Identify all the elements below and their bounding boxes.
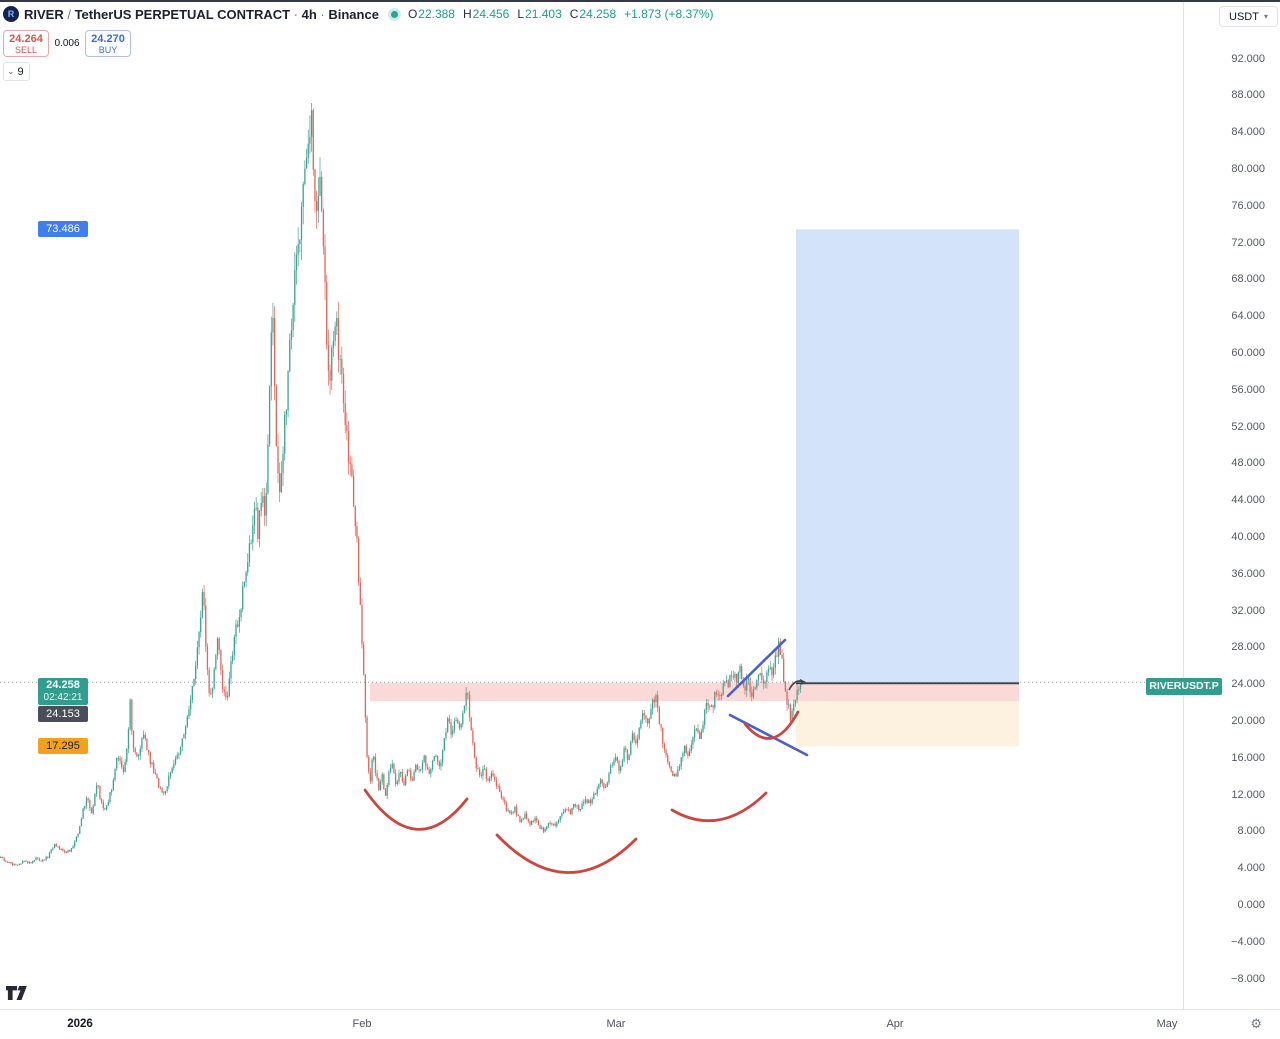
price-tick-label: 12.000 — [1231, 788, 1265, 801]
buy-button[interactable]: 24.270 BUY — [85, 30, 131, 57]
price-tick-label: 88.000 — [1231, 89, 1265, 102]
trendline-1[interactable] — [726, 638, 787, 698]
price-tick-label: 32.000 — [1231, 604, 1265, 617]
price-tick-label: 36.000 — [1231, 567, 1265, 580]
candles — [0, 103, 802, 866]
price-tick-label: 0.000 — [1237, 898, 1265, 911]
target-zone-box[interactable] — [796, 229, 1019, 684]
symbol-name[interactable]: RIVER — [24, 6, 64, 22]
entry-price-label: 24.153 — [38, 706, 88, 723]
sell-button[interactable]: 24.264 SELL — [3, 30, 49, 57]
price-tick-label: 64.000 — [1231, 310, 1265, 323]
price-tick-label: 92.000 — [1231, 52, 1265, 65]
resistance-zone[interactable] — [370, 682, 1019, 702]
low-value: 21.403 — [525, 7, 562, 21]
price-tick-label: 40.000 — [1231, 530, 1265, 543]
price-tick-label: 68.000 — [1231, 273, 1265, 286]
price-tick-label: 16.000 — [1231, 751, 1265, 764]
target-price-label: 73.486 — [38, 221, 88, 238]
price-tick-label: 20.000 — [1231, 714, 1265, 727]
trade-panel: 24.264 SELL 0.006 24.270 BUY — [3, 30, 131, 57]
symbol-logo-icon[interactable]: R — [3, 6, 19, 22]
price-tick-label: −8.000 — [1231, 972, 1265, 985]
price-tick-label: 56.000 — [1231, 383, 1265, 396]
candlestick-chart[interactable] — [0, 2, 1183, 1009]
exchange-label[interactable]: Binance — [328, 6, 379, 22]
ohlc-readout: O 22.388 H 24.456 L 21.403 C 24.258 +1.873 (… — [407, 7, 714, 21]
object-tree-toggle[interactable]: ⌄ 9 — [3, 62, 30, 81]
timezone-settings-icon[interactable]: ⚙ — [1250, 1016, 1262, 1031]
close-value: 24.258 — [579, 7, 617, 21]
time-tick-month: May — [1156, 1018, 1178, 1030]
arc-annotation-4[interactable] — [743, 710, 800, 740]
time-tick-year: 2026 — [67, 1018, 93, 1030]
arc-annotation-1[interactable] — [363, 788, 469, 831]
time-tick-month: Feb — [352, 1018, 372, 1030]
price-tick-label: 44.000 — [1231, 494, 1265, 507]
price-tick-label: 76.000 — [1231, 199, 1265, 212]
price-tick-label: 8.000 — [1237, 825, 1265, 838]
market-status-icon[interactable] — [390, 10, 398, 18]
object-tree-count: 9 — [17, 65, 24, 78]
open-value: 22.388 — [418, 7, 455, 21]
last-price-label: 24.258 02:42:21 — [38, 678, 88, 706]
time-axis[interactable]: ⚙ 2026 Feb Mar Apr May — [0, 1009, 1280, 1039]
symbol-header: R RIVER / TetherUS PERPETUAL CONTRACT · … — [0, 2, 714, 26]
price-tick-label: 24.000 — [1231, 678, 1265, 691]
chart-canvas[interactable] — [0, 2, 1183, 1009]
bar-countdown: 02:42:21 — [43, 692, 83, 704]
price-tick-label: 52.000 — [1231, 420, 1265, 433]
price-tick-label: 28.000 — [1231, 641, 1265, 654]
price-tick-label: 72.000 — [1231, 236, 1265, 249]
symbol-description[interactable]: TetherUS PERPETUAL CONTRACT — [74, 6, 291, 22]
spread-value: 0.006 — [54, 38, 80, 49]
change-value: +1.873 (+8.37%) — [624, 7, 714, 21]
arc-annotation-2[interactable] — [495, 833, 638, 874]
price-tick-label: 60.000 — [1231, 346, 1265, 359]
price-axis[interactable]: 92.000 88.000 84.000 80.000 76.000 72.000 68.0… — [1183, 2, 1280, 1009]
zone-low-price-label: 17.295 — [38, 738, 88, 755]
interval-label[interactable]: 4h — [301, 6, 317, 22]
time-tick-month: Apr — [886, 1018, 904, 1030]
caret-down-icon: ▾ — [1263, 12, 1268, 21]
trendline-2[interactable] — [728, 713, 809, 757]
arc-annotation-3[interactable] — [670, 791, 768, 823]
price-tick-label: 80.000 — [1231, 162, 1265, 175]
demand-zone-box[interactable] — [796, 701, 1019, 747]
currency-selector[interactable]: USDT ▾ — [1219, 6, 1278, 27]
time-tick-month: Mar — [606, 1018, 626, 1030]
tradingview-logo-icon[interactable] — [5, 984, 31, 1002]
price-tick-label: 48.000 — [1231, 457, 1265, 470]
price-tick-label: 84.000 — [1231, 126, 1265, 139]
price-tick-label: −4.000 — [1231, 935, 1265, 948]
price-tick-label: 4.000 — [1237, 862, 1265, 875]
symbol-price-tag: RIVERUSDT.P — [1146, 678, 1222, 696]
high-value: 24.456 — [472, 7, 510, 21]
entry-arrow-head — [800, 679, 806, 685]
chevron-down-icon: ⌄ — [7, 66, 15, 76]
